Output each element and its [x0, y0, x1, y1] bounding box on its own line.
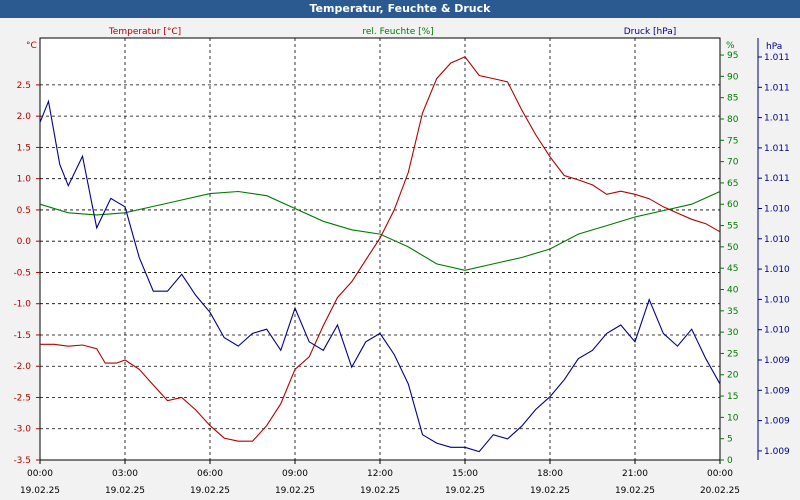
humidity-tick-label: 75	[727, 136, 738, 146]
humidity-tick-label: 60	[727, 200, 739, 210]
temp-tick-label: 0.5	[17, 206, 31, 216]
x-tick-time-label: 18:00	[537, 469, 563, 479]
pressure-tick-label: 1.010	[764, 295, 790, 305]
pressure-unit-label: hPa	[766, 42, 782, 52]
humidity-tick-label: 25	[727, 349, 738, 359]
pressure-tick-label: 1.010	[764, 326, 790, 336]
humidity-tick-label: 0	[727, 456, 733, 466]
humidity-tick-label: 50	[727, 243, 739, 253]
temp-tick-label: -3.0	[13, 425, 31, 435]
pressure-tick-label: 1.011	[764, 53, 790, 63]
pressure-tick-label: 1.009	[764, 356, 790, 366]
humidity-tick-label: 85	[727, 94, 738, 104]
chart-title: Temperatur, Feuchte & Druck	[0, 0, 800, 18]
x-tick-date-label: 19.02.25	[105, 486, 145, 496]
temp-unit-label: °C	[26, 41, 37, 51]
humidity-tick-label: 65	[727, 179, 738, 189]
temp-tick-label: 2.0	[17, 112, 32, 122]
humidity-tick-label: 90	[727, 72, 739, 82]
humidity-tick-label: 45	[727, 264, 738, 274]
temp-tick-label: 1.5	[17, 143, 31, 153]
temp-tick-label: -3.5	[13, 456, 31, 466]
humidity-line	[39, 190, 721, 271]
pressure-tick-label: 1.009	[764, 447, 790, 457]
x-tick-time-label: 09:00	[282, 469, 308, 479]
x-tick-time-label: 06:00	[197, 469, 223, 479]
humidity-tick-label: 5	[727, 435, 733, 445]
pressure-tick-label: 1.011	[764, 83, 790, 93]
pressure-tick-label: 1.010	[764, 205, 790, 215]
temp-tick-label: -0.5	[13, 268, 31, 278]
humidity-unit-label: %	[726, 41, 735, 51]
x-tick-time-label: 15:00	[452, 469, 478, 479]
x-tick-date-label: 19.02.25	[360, 486, 400, 496]
legend-label: Druck [hPa]	[624, 27, 677, 37]
pressure-tick-label: 1.011	[764, 174, 790, 184]
x-tick-time-label: 00:00	[27, 469, 53, 479]
temp-tick-label: 0.0	[17, 237, 32, 247]
x-tick-date-label: 19.02.25	[20, 486, 60, 496]
humidity-tick-label: 55	[727, 222, 738, 232]
x-tick-time-label: 00:00	[707, 469, 733, 479]
temp-tick-label: -2.0	[13, 362, 31, 372]
pressure-tick-label: 1.009	[764, 386, 790, 396]
temperature-line	[40, 56, 721, 442]
humidity-tick-label: 20	[727, 371, 739, 381]
humidity-tick-label: 35	[727, 307, 738, 317]
x-tick-time-label: 12:00	[367, 469, 393, 479]
pressure-tick-label: 1.009	[764, 417, 790, 427]
humidity-tick-label: 80	[727, 115, 739, 125]
temp-tick-label: 1.0	[17, 175, 32, 185]
legend-label: Temperatur [°C]	[108, 27, 181, 37]
x-tick-date-label: 19.02.25	[445, 486, 485, 496]
x-tick-date-label: 19.02.25	[190, 486, 230, 496]
temp-tick-label: 2.5	[17, 81, 31, 91]
x-tick-time-label: 03:00	[112, 469, 138, 479]
humidity-tick-label: 95	[727, 51, 738, 61]
pressure-tick-label: 1.010	[764, 235, 790, 245]
humidity-tick-label: 30	[727, 328, 739, 338]
pressure-tick-label: 1.010	[764, 265, 790, 275]
x-tick-time-label: 21:00	[622, 469, 648, 479]
legend-label: rel. Feuchte [%]	[362, 27, 433, 37]
x-tick-date-label: 19.02.25	[615, 486, 655, 496]
pressure-line	[39, 99, 721, 453]
humidity-tick-label: 15	[727, 392, 738, 402]
humidity-tick-label: 70	[727, 158, 739, 168]
humidity-tick-label: 10	[727, 413, 739, 423]
temp-tick-label: -1.5	[13, 331, 31, 341]
temp-tick-label: -2.5	[13, 393, 31, 403]
pressure-tick-label: 1.011	[764, 114, 790, 124]
x-tick-date-label: 20.02.25	[700, 486, 740, 496]
temp-tick-label: -1.0	[13, 300, 31, 310]
x-tick-date-label: 19.02.25	[530, 486, 570, 496]
x-tick-date-label: 19.02.25	[275, 486, 315, 496]
humidity-tick-label: 40	[727, 285, 739, 295]
pressure-tick-label: 1.011	[764, 144, 790, 154]
